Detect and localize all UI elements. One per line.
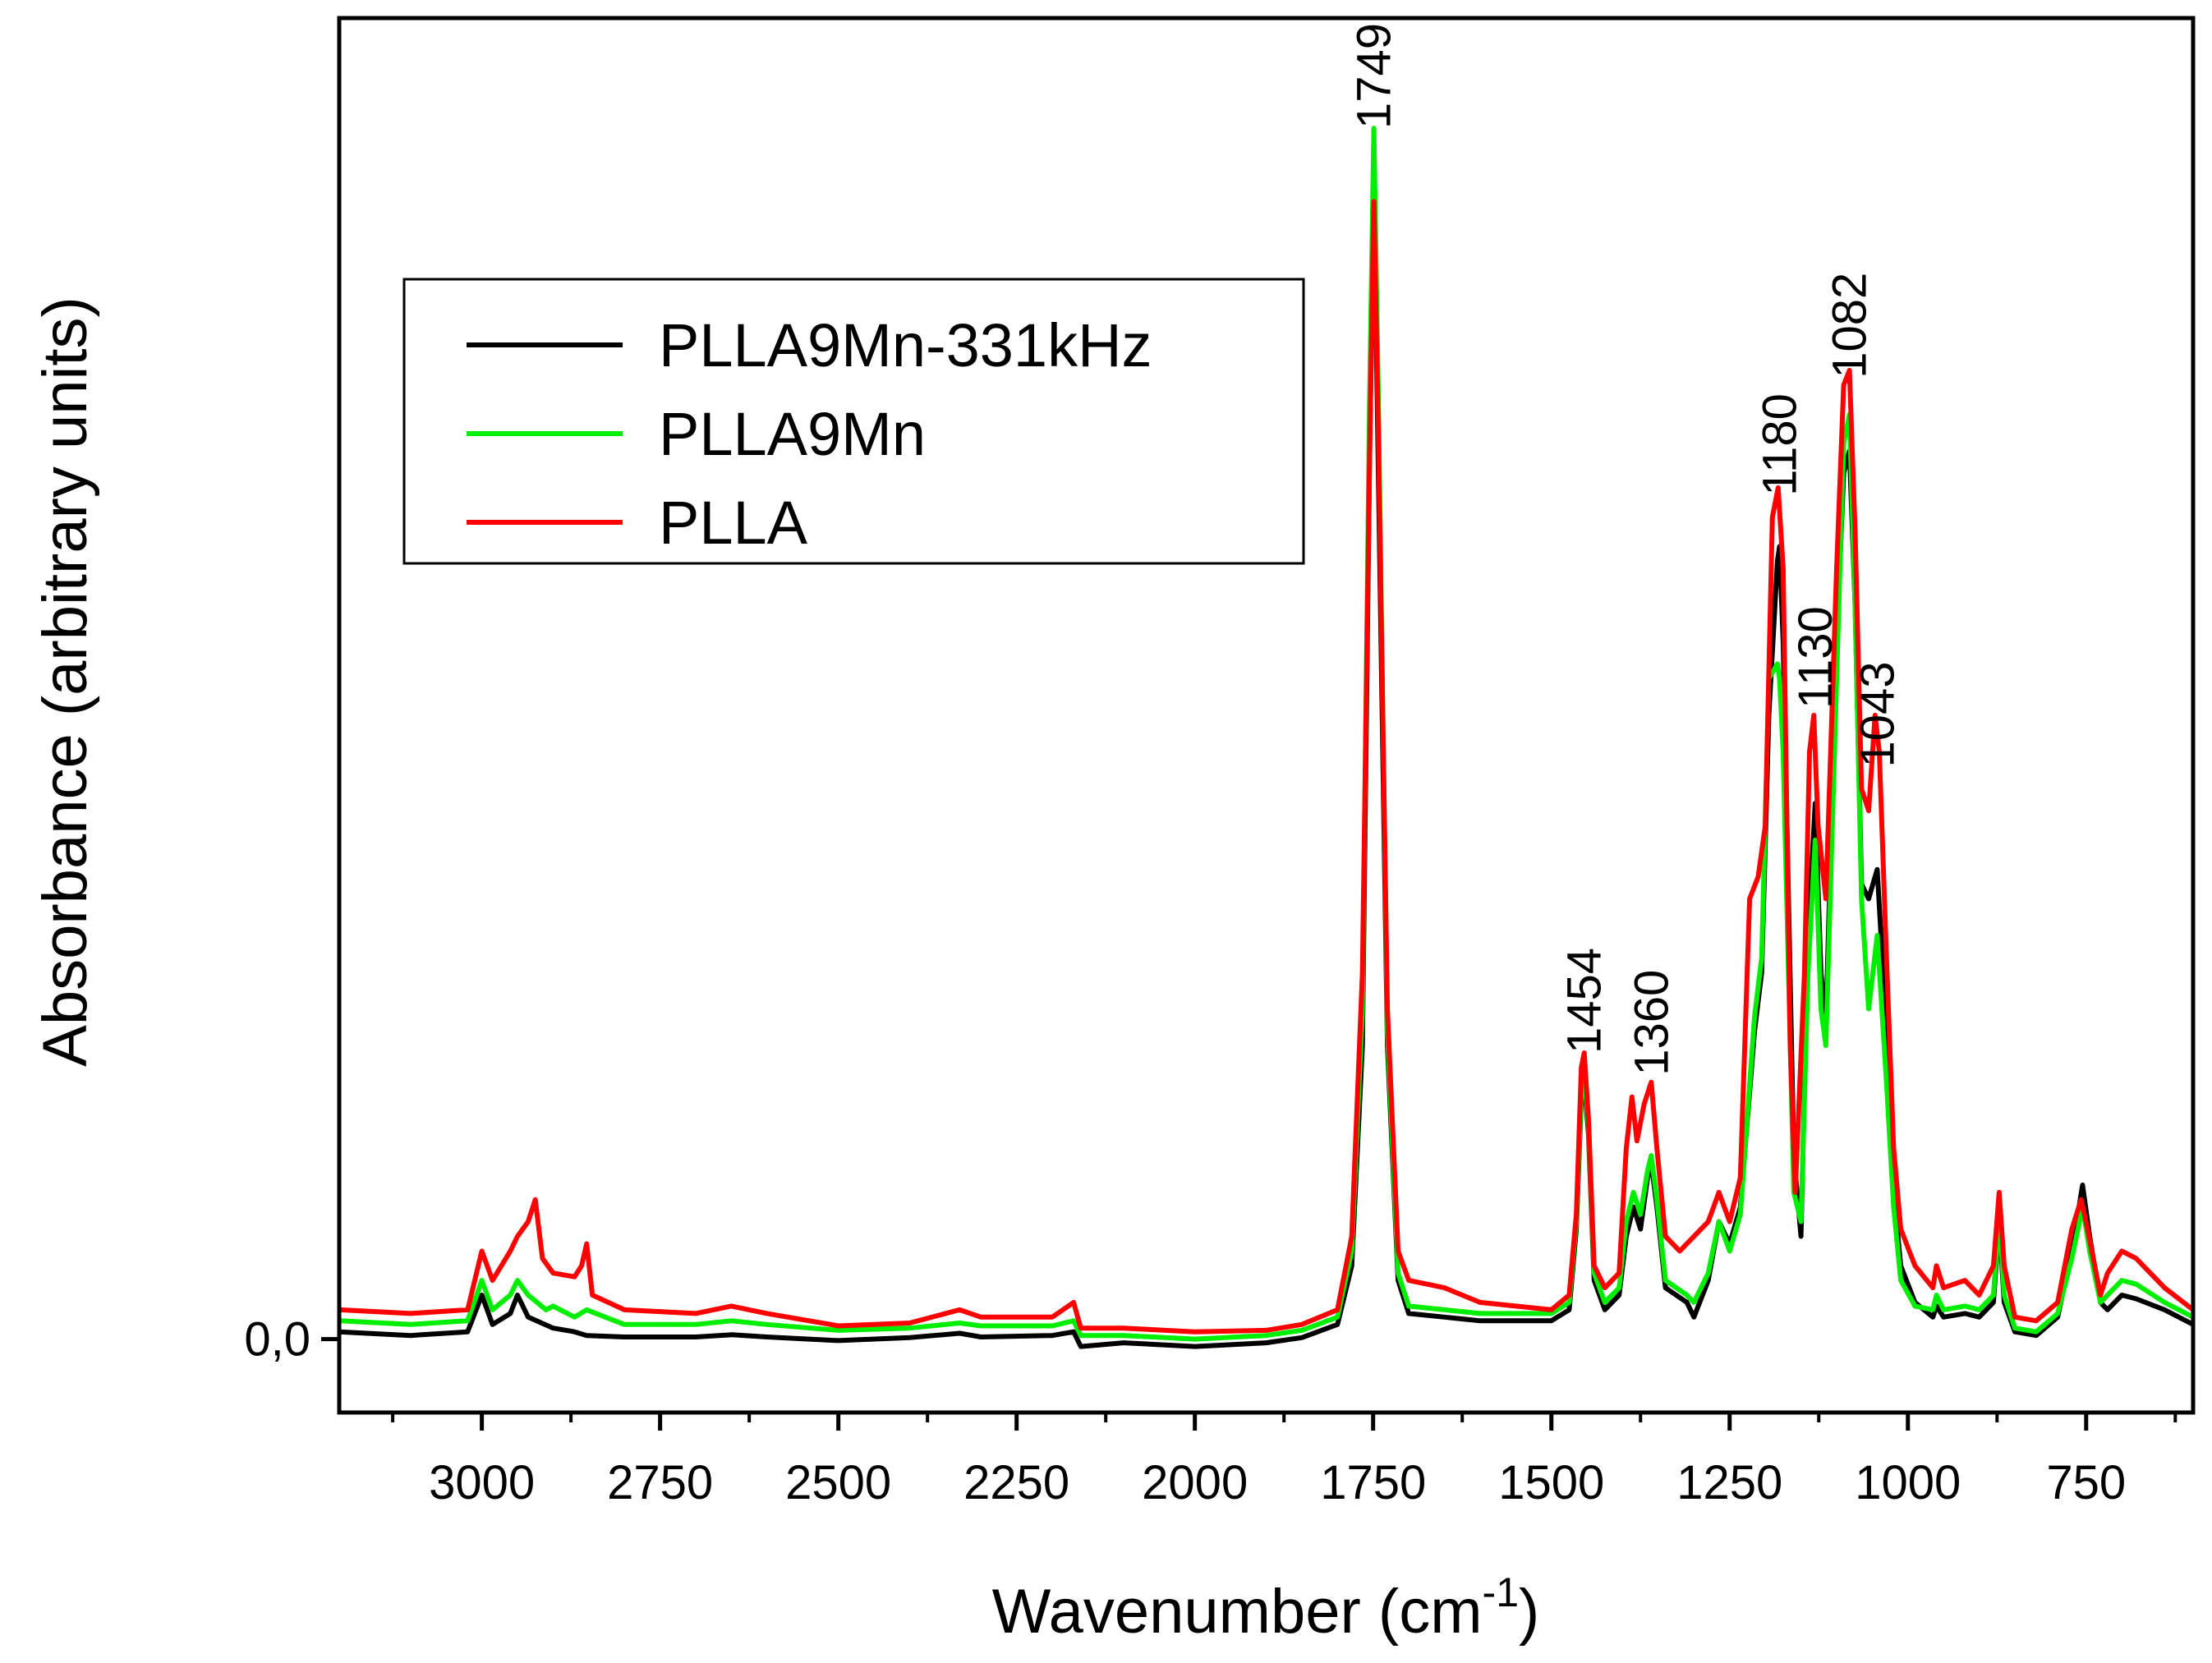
x-tick-label: 1500	[1498, 1456, 1604, 1509]
x-tick-label: 3000	[429, 1456, 535, 1509]
peak-label-1043: 1043	[1851, 661, 1904, 767]
y-tick-label: 0,0	[244, 1313, 310, 1367]
series-layer	[339, 126, 2193, 1349]
peak-label-1082: 1082	[1823, 273, 1877, 379]
x-tick-label: 1000	[1855, 1456, 1961, 1509]
x-tick-label: 2000	[1142, 1456, 1248, 1509]
peak-label-1454: 1454	[1558, 948, 1612, 1054]
peak-label-1130: 1130	[1789, 606, 1842, 709]
x-axis-ticks: 3000 2750 2500 2250 2000 1750 1500 1250 1000 750	[391, 1413, 2178, 1509]
legend-box	[402, 278, 1305, 565]
peak-label-1360: 1360	[1625, 970, 1678, 1076]
x-tick-label: 2500	[785, 1456, 891, 1509]
x-tick-label: 1250	[1676, 1456, 1782, 1509]
legend-label: PLLA	[659, 489, 808, 557]
peak-label-1180: 1180	[1754, 393, 1807, 496]
legend-items: PLLA9Mn-331kHz PLLA9Mn PLLA	[467, 311, 1152, 557]
legend-label: PLLA9Mn-331kHz	[659, 311, 1152, 379]
x-axis-title-main: Wavenumber (cm	[992, 1577, 1483, 1647]
series-line-plla9mn	[339, 126, 2193, 1342]
x-tick-label: 750	[2046, 1456, 2126, 1509]
x-axis-title-end: )	[1519, 1577, 1539, 1647]
y-axis-title: Absorbance (arbitrary units)	[30, 296, 100, 1067]
legend: PLLA9Mn-331kHz PLLA9Mn PLLA	[402, 278, 1305, 565]
x-axis-title: Wavenumber (cm-1)	[992, 1569, 1540, 1647]
x-tick-label: 2750	[607, 1456, 713, 1509]
x-tick-label: 2250	[963, 1456, 1069, 1509]
peak-label-1749: 1749	[1348, 23, 1401, 129]
x-tick-label: 1750	[1320, 1456, 1426, 1509]
series-line-plla	[339, 199, 2193, 1335]
legend-label: PLLA9Mn	[659, 400, 926, 468]
x-axis-title-superscript: -1	[1483, 1569, 1519, 1615]
peak-labels: 1749 1454 1360 1180 1130 1082 1043	[1348, 23, 1905, 1076]
y-axis-ticks: 0,0	[244, 1313, 339, 1367]
plot-frame	[337, 16, 2196, 1415]
